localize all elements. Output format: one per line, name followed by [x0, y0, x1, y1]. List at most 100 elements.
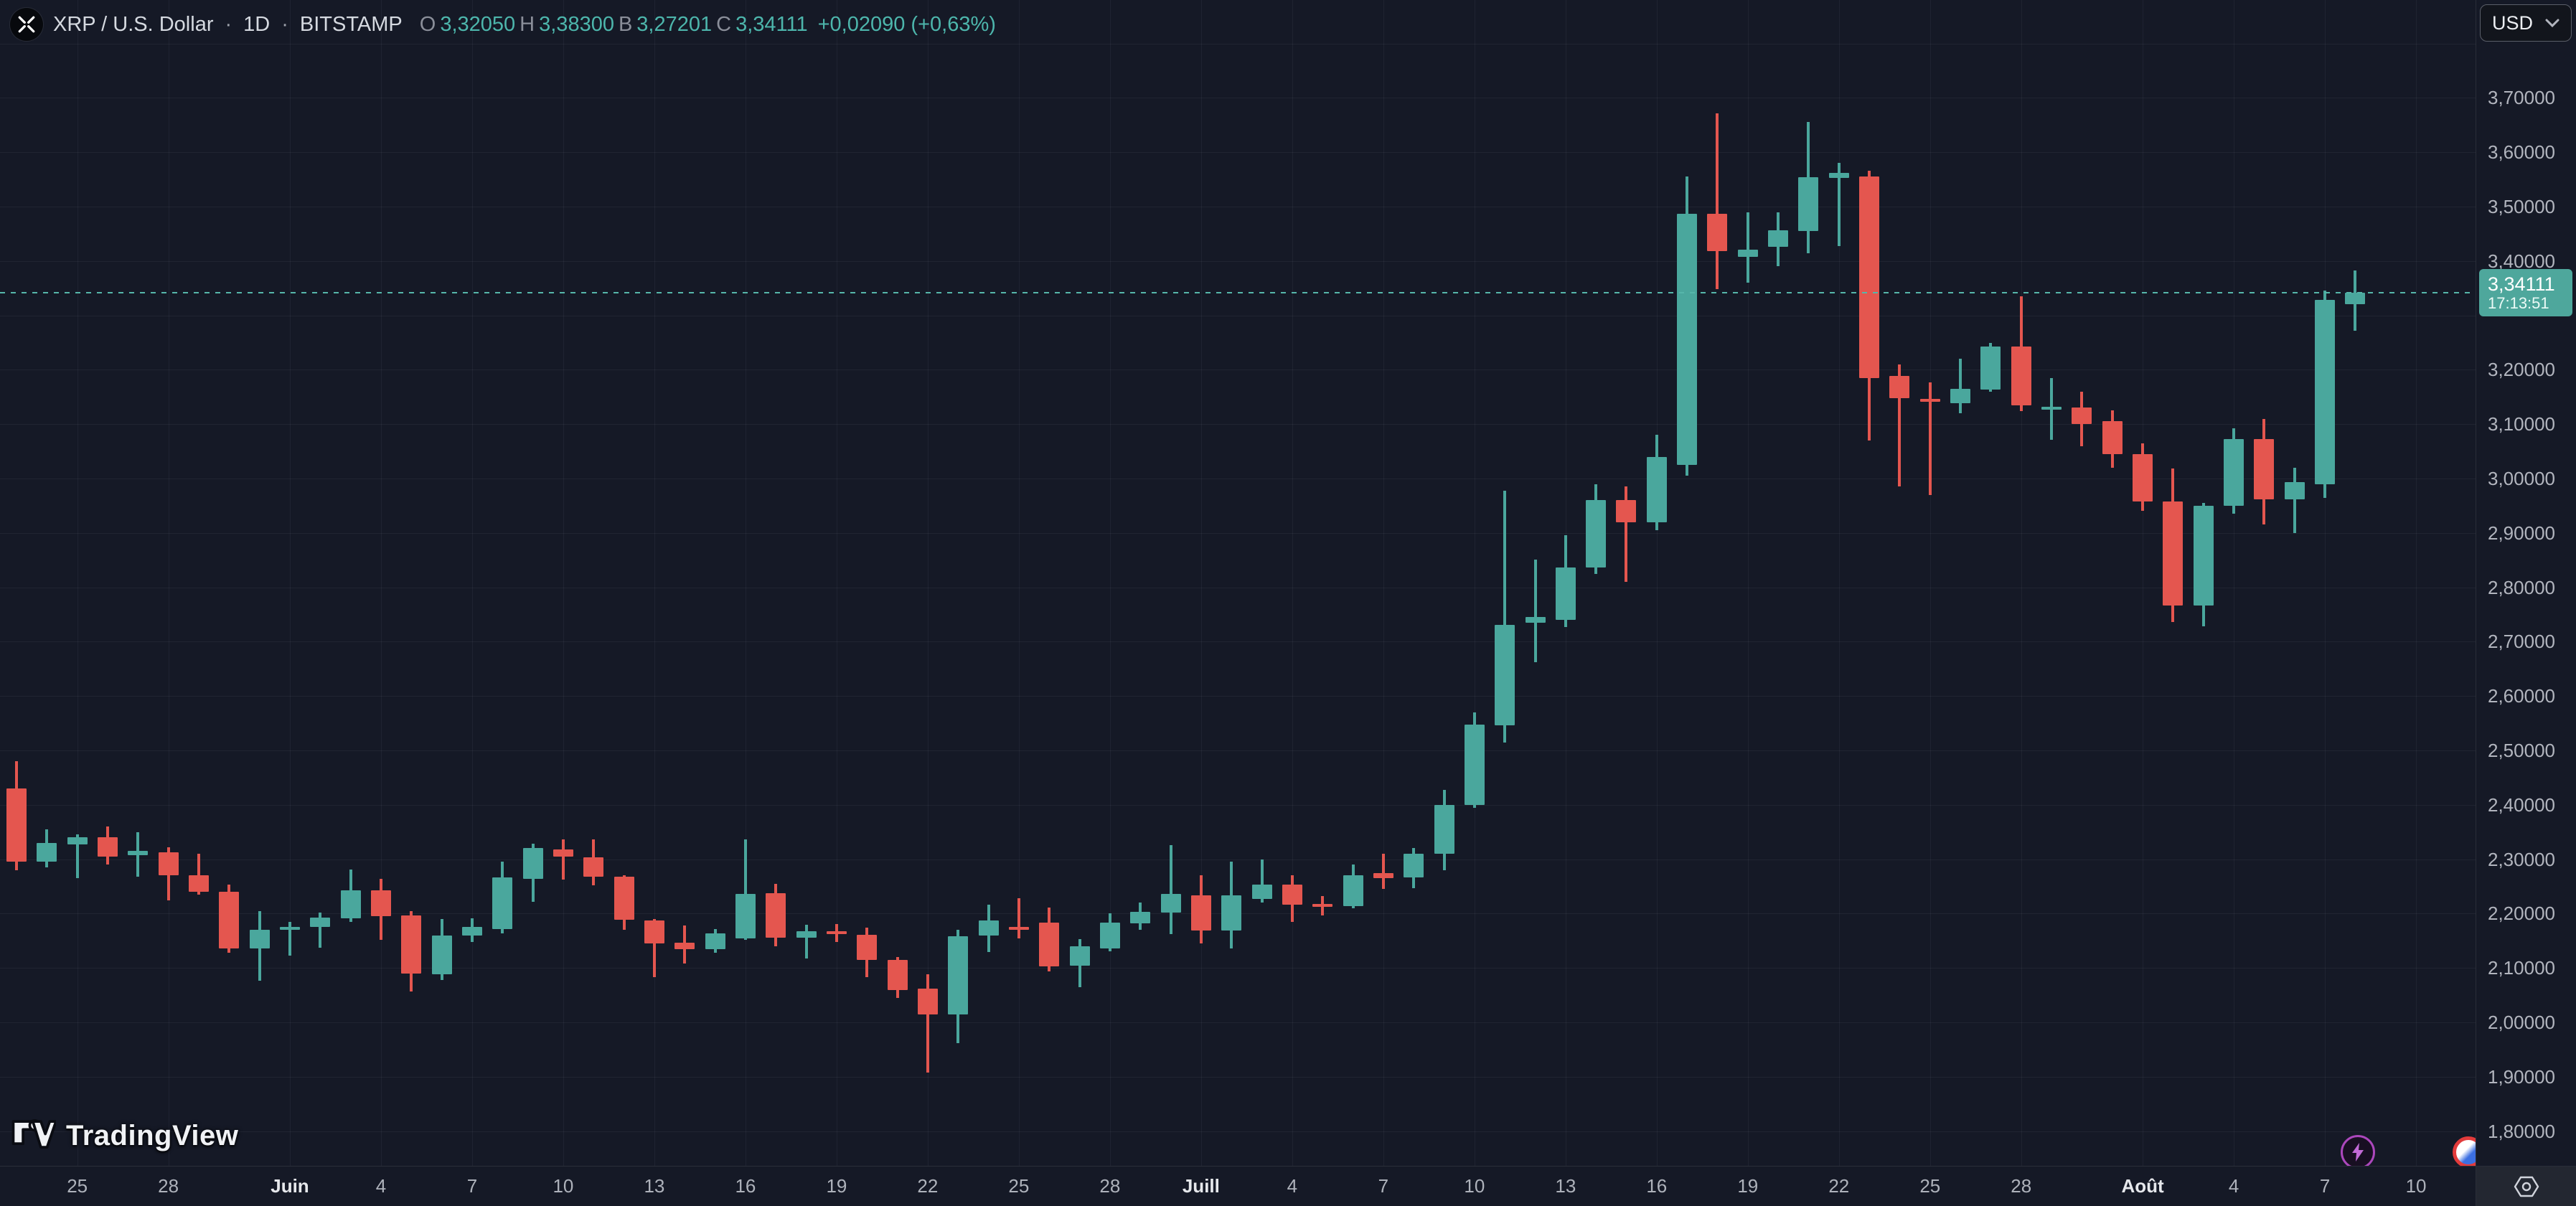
- low-value: 3,27201: [636, 12, 713, 36]
- candle-body: [1373, 872, 1393, 879]
- candle-body: [1889, 376, 1910, 398]
- time-axis-label: 16: [1646, 1175, 1668, 1197]
- chart-pane[interactable]: [0, 0, 2476, 1166]
- bar-countdown: 17:13:51: [2488, 294, 2549, 313]
- candle-body: [522, 848, 543, 879]
- candle-body: [1069, 946, 1090, 966]
- price-axis-label: 2,70000: [2488, 631, 2555, 653]
- price-axis-label: 2,60000: [2488, 685, 2555, 707]
- candle-body: [1646, 456, 1667, 522]
- candle-body: [1312, 903, 1333, 907]
- xrp-logo-icon[interactable]: [10, 8, 43, 41]
- candle-body: [401, 915, 422, 974]
- time-axis-label: 7: [1378, 1175, 1389, 1197]
- candle-wick: [743, 839, 747, 940]
- last-price-value: 3,34111: [2488, 273, 2555, 296]
- candle-wick: [804, 925, 808, 959]
- candle-body: [279, 926, 300, 930]
- time-gridline: [654, 0, 655, 1166]
- candle-body: [158, 852, 179, 876]
- candle-body: [1798, 177, 1819, 232]
- candle-body: [97, 837, 118, 857]
- candle-body: [1828, 173, 1849, 178]
- price-axis[interactable]: 3,70000 3,60000 3,50000 3,40000 3,20000 3,100…: [2476, 0, 2576, 1166]
- candle-body: [370, 890, 391, 917]
- candle-body: [1919, 398, 1940, 402]
- time-axis-label: 28: [158, 1175, 179, 1197]
- scale-settings-button[interactable]: [2476, 1166, 2576, 1206]
- change-value: +0,02090 (+0,63%): [817, 12, 996, 36]
- candle-body: [1343, 875, 1363, 906]
- time-axis-label: 19: [826, 1175, 847, 1197]
- candle-body: [1160, 894, 1181, 913]
- candle-body: [1404, 854, 1424, 878]
- price-gridline: [0, 260, 2476, 262]
- time-axis-label: 4: [1287, 1175, 1298, 1197]
- candle-wick: [1625, 486, 1628, 582]
- candle-body: [948, 936, 969, 1014]
- candle-body: [1039, 923, 1060, 966]
- price-gridline: [0, 369, 2476, 371]
- price-axis-label: 3,40000: [2488, 250, 2555, 272]
- candle-body: [249, 930, 270, 948]
- candle-wick: [1746, 212, 1749, 283]
- candle-body: [2163, 501, 2184, 606]
- candle-body: [2041, 406, 2062, 410]
- candle-body: [492, 877, 513, 929]
- candle-body: [826, 931, 847, 935]
- time-gridline: [1838, 0, 1840, 1166]
- price-axis-label: 2,10000: [2488, 957, 2555, 979]
- quick-action-lightning-button[interactable]: [2341, 1135, 2375, 1169]
- candle-body: [128, 851, 149, 855]
- lightning-icon: [2352, 1143, 2364, 1162]
- candle-body: [2193, 505, 2214, 606]
- candle-body: [1707, 213, 1728, 252]
- time-gridline: [927, 0, 929, 1166]
- price-gridline: [0, 1022, 2476, 1023]
- candle-body: [2072, 407, 2092, 425]
- currency-dropdown[interactable]: USD: [2480, 4, 2572, 42]
- time-gridline: [1018, 0, 1020, 1166]
- header-separator: ·: [281, 12, 288, 36]
- price-axis-label: 3,60000: [2488, 141, 2555, 164]
- candle-wick: [75, 834, 79, 879]
- time-axis-label: 16: [735, 1175, 756, 1197]
- candle-body: [1130, 912, 1151, 924]
- candle-body: [67, 837, 88, 845]
- price-axis-label: 1,80000: [2488, 1120, 2555, 1142]
- candle-wick: [197, 854, 200, 895]
- price-gridline: [0, 1131, 2476, 1132]
- time-axis[interactable]: 25 28 Juin 4 7 10 13 16 19 22 25 28 Juill 4 7 10 13 16 19 2…: [0, 1166, 2476, 1206]
- candle-body: [1221, 895, 1242, 931]
- price-gridline: [0, 424, 2476, 425]
- candle-body: [1008, 926, 1029, 931]
- last-price-line: [0, 292, 2476, 294]
- candle-wick: [1837, 163, 1841, 247]
- time-axis-label: 28: [2011, 1175, 2032, 1197]
- price-gridline: [0, 696, 2476, 697]
- candle-body: [461, 927, 482, 936]
- candle-body: [2011, 346, 2031, 405]
- high-label: H: [520, 12, 535, 36]
- price-axis-label: 3,20000: [2488, 359, 2555, 381]
- timeframe[interactable]: 1D: [243, 12, 271, 36]
- candle-body: [978, 920, 999, 936]
- candle-body: [340, 890, 361, 919]
- candle-body: [1950, 388, 1971, 403]
- time-gridline: [471, 0, 473, 1166]
- time-axis-label: 28: [1099, 1175, 1121, 1197]
- candle-body: [1980, 346, 2001, 390]
- candle-wick: [652, 918, 656, 978]
- low-label: B: [618, 12, 633, 36]
- time-gridline: [77, 0, 78, 1166]
- candle-body: [2102, 421, 2123, 454]
- symbol-name[interactable]: XRP / U.S. Dollar: [53, 12, 214, 36]
- high-value: 3,38300: [539, 12, 614, 36]
- time-axis-label: 4: [2228, 1175, 2239, 1197]
- time-gridline: [289, 0, 291, 1166]
- tradingview-mark-icon: [11, 1119, 56, 1149]
- open-value: 3,32050: [440, 12, 516, 36]
- close-value: 3,34111: [735, 12, 808, 36]
- tradingview-logo[interactable]: TradingView: [11, 1118, 238, 1154]
- exchange-name[interactable]: BITSTAMP: [299, 12, 403, 36]
